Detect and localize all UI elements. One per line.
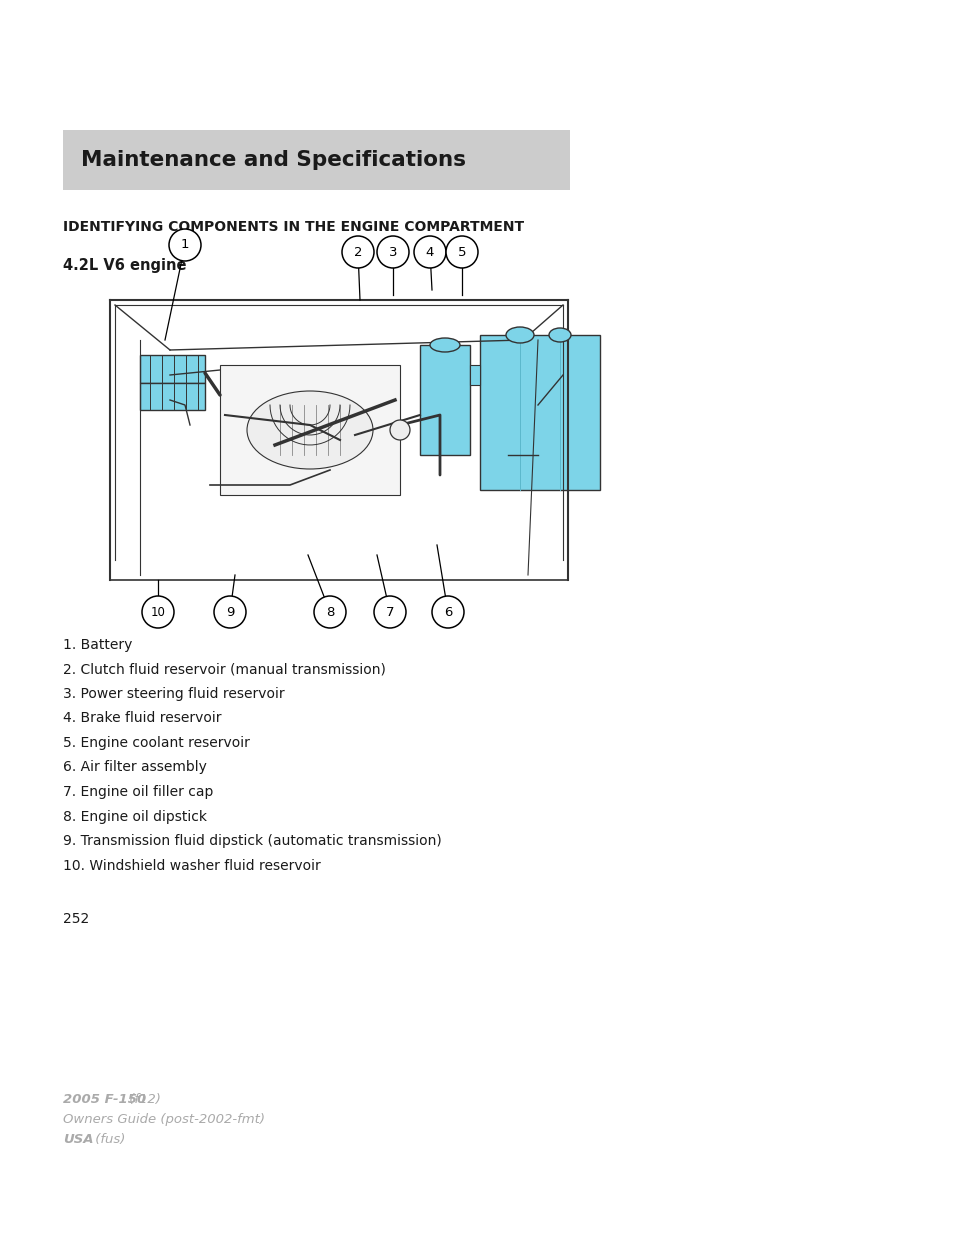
Text: 4.2L V6 engine: 4.2L V6 engine [63,258,186,273]
Text: 9. Transmission fluid dipstick (automatic transmission): 9. Transmission fluid dipstick (automati… [63,834,441,848]
Text: 1. Battery: 1. Battery [63,638,132,652]
Circle shape [213,597,246,629]
Circle shape [314,597,346,629]
Text: 4. Brake fluid reservoir: 4. Brake fluid reservoir [63,711,221,725]
Bar [140,354,205,383]
Circle shape [432,597,463,629]
Circle shape [414,236,446,268]
Circle shape [142,597,173,629]
Text: 2: 2 [354,246,362,258]
Text: 4: 4 [425,246,434,258]
Text: 6. Air filter assembly: 6. Air filter assembly [63,761,207,774]
Text: 6: 6 [443,605,452,619]
Bar [470,366,479,385]
Text: USA: USA [63,1132,93,1146]
Text: IDENTIFYING COMPONENTS IN THE ENGINE COMPARTMENT: IDENTIFYING COMPONENTS IN THE ENGINE COM… [63,220,523,233]
Text: 7: 7 [385,605,394,619]
Circle shape [374,597,406,629]
Text: 7. Engine oil filler cap: 7. Engine oil filler cap [63,785,213,799]
Bar [140,383,205,410]
Bar [419,345,470,454]
Text: 8: 8 [326,605,334,619]
Text: Maintenance and Specifications: Maintenance and Specifications [81,149,465,170]
Text: 8. Engine oil dipstick: 8. Engine oil dipstick [63,809,207,824]
Text: 2. Clutch fluid reservoir (manual transmission): 2. Clutch fluid reservoir (manual transm… [63,662,385,677]
Circle shape [390,420,410,440]
Bar [63,130,569,190]
Bar [220,366,399,495]
Text: 252: 252 [63,911,90,926]
Ellipse shape [430,338,459,352]
Circle shape [341,236,374,268]
Text: 10: 10 [151,605,165,619]
Text: (f12): (f12) [125,1093,161,1107]
Text: 3. Power steering fluid reservoir: 3. Power steering fluid reservoir [63,687,284,701]
Text: Owners Guide (post-2002-fmt): Owners Guide (post-2002-fmt) [63,1113,265,1126]
Ellipse shape [548,329,571,342]
Text: 2005 F-150: 2005 F-150 [63,1093,146,1107]
Polygon shape [110,300,567,580]
Text: 1: 1 [180,238,189,252]
Text: 10. Windshield washer fluid reservoir: 10. Windshield washer fluid reservoir [63,858,320,872]
Bar [479,335,599,490]
Circle shape [446,236,477,268]
Text: 5. Engine coolant reservoir: 5. Engine coolant reservoir [63,736,250,750]
Text: 3: 3 [388,246,396,258]
Circle shape [169,228,201,261]
Text: 5: 5 [457,246,466,258]
Circle shape [376,236,409,268]
Ellipse shape [505,327,534,343]
Text: (fus): (fus) [91,1132,125,1146]
Text: 9: 9 [226,605,233,619]
Ellipse shape [247,391,373,469]
